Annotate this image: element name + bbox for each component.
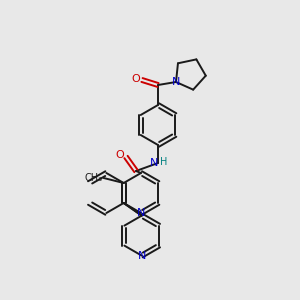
- Text: H: H: [160, 157, 168, 167]
- Text: N: N: [172, 77, 180, 87]
- Text: N: N: [137, 250, 146, 261]
- Text: N: N: [137, 208, 145, 218]
- Text: O: O: [132, 74, 140, 84]
- Text: CH₃: CH₃: [85, 173, 103, 183]
- Text: N: N: [150, 158, 158, 168]
- Text: O: O: [116, 150, 124, 160]
